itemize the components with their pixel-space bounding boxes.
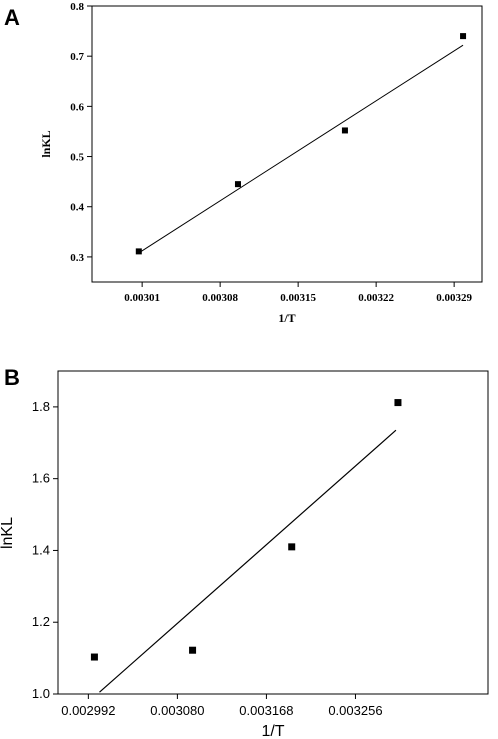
x-axis-label-b: 1/T	[261, 723, 284, 739]
y-tick-label: 1.8	[32, 399, 50, 414]
x-axis-label-a: 1/T	[278, 311, 295, 325]
x-tick-label: 0.003256	[328, 703, 382, 718]
fit-line-a	[138, 44, 464, 254]
data-point	[90, 653, 98, 661]
data-point	[341, 127, 348, 134]
data-point	[189, 646, 197, 654]
data-point	[135, 248, 142, 255]
data-point	[394, 399, 402, 407]
panel-a-letter: A	[4, 5, 20, 30]
x-axis-b: 0.002992 0.003080 0.003168 0.003256	[61, 694, 383, 718]
y-tick-label: 1.4	[32, 542, 50, 557]
chart-b: B 1.0 1.2 1.4 1.6 1.8 0.002992 0.003080 0.0031…	[0, 365, 489, 739]
y-tick-label: 0.4	[70, 202, 84, 214]
y-tick-label: 1.0	[32, 686, 50, 701]
plot-frame-b	[57, 370, 489, 695]
x-tick-label: 0.00301	[124, 292, 160, 304]
data-point	[288, 543, 296, 551]
x-tick-label: 0.003080	[150, 703, 204, 718]
x-tick-label: 0.003168	[239, 703, 293, 718]
y-axis-label-a: lnKL	[39, 130, 53, 157]
x-tick-label: 0.00308	[202, 292, 238, 304]
x-axis-a: 0.00301 0.00308 0.00315 0.00322 0.00329	[124, 282, 473, 304]
y-axis-a: 0.3 0.4 0.5 0.6 0.7 0.8	[70, 1, 92, 264]
data-point	[234, 181, 241, 188]
y-axis-b: 1.0 1.2 1.4 1.6 1.8	[32, 399, 58, 701]
data-points-b	[90, 399, 402, 661]
chart-a: A 0.30.40.50.60.70.8 0.00301 0.00308 0.003…	[4, 1, 483, 325]
y-tick-label: 0.8	[70, 1, 84, 13]
y-tick-label: 0.6	[70, 101, 84, 113]
x-tick-label: 0.00322	[358, 292, 394, 304]
plot-frame-a	[91, 5, 483, 283]
y-tick-label: 0.7	[70, 51, 84, 63]
fit-line-b	[99, 429, 397, 693]
y-tick-label: 1.2	[32, 614, 50, 629]
y-axis-label-b: lnKL	[0, 517, 16, 549]
y-tick-label: 0.5	[70, 152, 84, 164]
panel-b-letter: B	[4, 365, 20, 390]
x-tick-label: 0.002992	[61, 703, 115, 718]
data-points-a	[135, 33, 467, 255]
y-tick-label: 1.6	[32, 471, 50, 486]
x-tick-label: 0.00329	[436, 292, 472, 304]
x-tick-label: 0.00315	[280, 292, 316, 304]
y-tick-label: 0.3	[70, 252, 84, 264]
data-point	[460, 33, 467, 40]
